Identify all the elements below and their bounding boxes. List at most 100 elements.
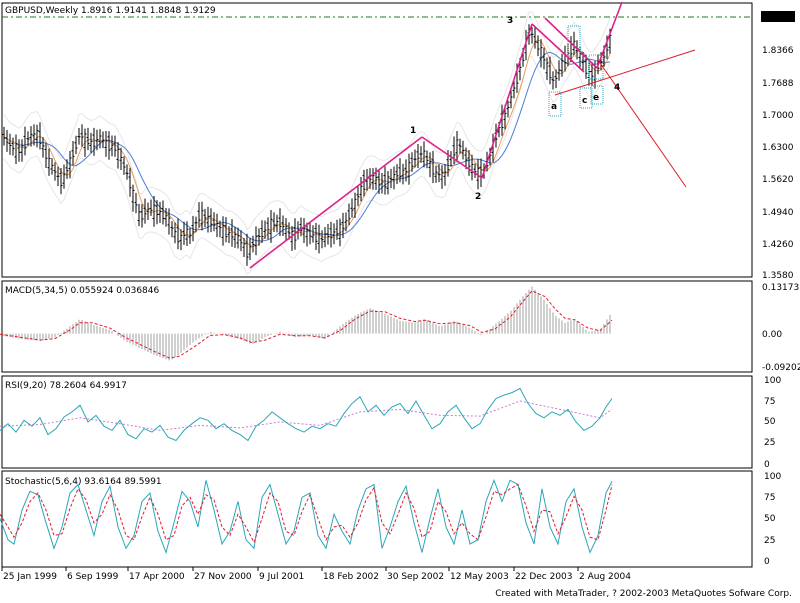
- price-bar: [149, 199, 153, 216]
- price-bar: [38, 122, 42, 150]
- price-bar: [71, 141, 75, 166]
- price-bar: [167, 208, 171, 235]
- price-bar: [23, 126, 27, 156]
- price-bar: [392, 166, 396, 190]
- price-bar: [203, 208, 207, 228]
- price-bar: [47, 148, 51, 176]
- price-bar: [41, 137, 45, 158]
- macd-y-tick: 0.13173: [762, 283, 799, 293]
- price-bar: [209, 208, 213, 233]
- price-bar: [290, 225, 294, 251]
- stochastic-panel-frame: [1, 470, 753, 568]
- price-bar: [215, 213, 219, 238]
- price-bar: [344, 212, 348, 232]
- price-tag-bg: [761, 11, 795, 22]
- price-bar: [419, 146, 423, 163]
- price-bar: [542, 47, 546, 70]
- wave-label: 4: [614, 83, 620, 93]
- price-bar: [173, 222, 177, 244]
- label-box: [579, 87, 593, 109]
- label-box: [588, 54, 604, 80]
- price-bar: [158, 201, 162, 224]
- price-bar: [239, 230, 243, 252]
- price-bar: [443, 164, 447, 186]
- price-bar: [14, 134, 18, 164]
- price-bar: [119, 147, 123, 170]
- x-tick-label: 2 Aug 2004: [579, 572, 631, 582]
- price-bar: [185, 221, 189, 247]
- price-panel-title: GBPUSD,Weekly 1.8916 1.9141 1.8848 1.912…: [5, 6, 216, 16]
- price-bar: [155, 200, 159, 225]
- price-bar: [440, 165, 444, 189]
- price-bar: [341, 212, 345, 239]
- price-bar: [467, 149, 471, 176]
- price-bar: [29, 126, 33, 147]
- price-bar: [560, 53, 564, 77]
- price-bar: [137, 203, 141, 227]
- price-bar: [257, 228, 261, 246]
- macd-panel-title: MACD(5,34,5) 0.055924 0.036846: [5, 286, 160, 296]
- price-bar: [284, 217, 288, 241]
- rsi-line: [0, 387, 613, 442]
- price-bar: [437, 164, 441, 183]
- rsi-panel-title: RSI(9,20) 78.2604 64.9917: [5, 381, 127, 391]
- price-bar: [188, 227, 192, 244]
- price-bar: [113, 135, 117, 157]
- price-bar: [32, 124, 36, 146]
- price-y-tick: 1.8366: [762, 46, 794, 56]
- price-bar: [20, 139, 24, 162]
- price-bar: [224, 217, 228, 243]
- price-bar: [191, 215, 195, 242]
- wave-label: 2: [475, 192, 481, 202]
- rsi-y-tick: 75: [764, 397, 775, 407]
- price-bar: [17, 139, 21, 162]
- price-bar: [77, 128, 81, 145]
- price-bar: [143, 198, 147, 224]
- price-bar: [458, 138, 462, 154]
- price-bar: [269, 210, 273, 243]
- price-bar: [320, 230, 324, 249]
- price-bar: [380, 173, 384, 194]
- price-y-tick: 1.4260: [762, 240, 794, 250]
- stochastic-y-tick: 75: [764, 493, 775, 503]
- stochastic-main-line: [0, 478, 613, 555]
- price-bar: [266, 217, 270, 240]
- elliott-wave-line: [531, 23, 585, 73]
- price-bar: [347, 203, 351, 226]
- price-bar: [62, 164, 66, 189]
- price-bar: [104, 130, 108, 157]
- price-bar: [377, 170, 381, 195]
- price-bar: [338, 218, 342, 247]
- price-bar: [92, 127, 96, 156]
- rsi-y-tick: 100: [764, 376, 781, 386]
- price-y-tick: 1.7000: [762, 111, 794, 121]
- wave-label: c: [582, 96, 587, 106]
- upper-envelope: [3, 11, 611, 231]
- wave-label: 3: [507, 16, 513, 26]
- price-bar: [461, 140, 465, 160]
- price-bar: [35, 124, 39, 148]
- price-bar: [80, 124, 84, 147]
- price-bar: [254, 226, 258, 256]
- wave-label: 1: [410, 126, 416, 136]
- price-bar: [353, 192, 357, 218]
- price-bar: [470, 154, 474, 181]
- price-bar: [212, 212, 216, 232]
- stochastic-y-tick: 50: [764, 514, 776, 524]
- macd-signal-line: [0, 290, 613, 359]
- price-bar: [410, 152, 414, 172]
- price-bar: [584, 54, 588, 79]
- price-bar: [362, 169, 366, 197]
- price-bar: [311, 225, 315, 243]
- macd-panel-frame: [1, 280, 753, 373]
- price-bar: [422, 141, 426, 168]
- price-bar: [152, 195, 156, 227]
- label-box: [567, 25, 581, 57]
- price-bar: [590, 62, 594, 87]
- label-box: [590, 85, 604, 105]
- elliott-wave-line: [421, 136, 483, 179]
- price-bar: [263, 220, 267, 239]
- price-bar: [350, 198, 354, 218]
